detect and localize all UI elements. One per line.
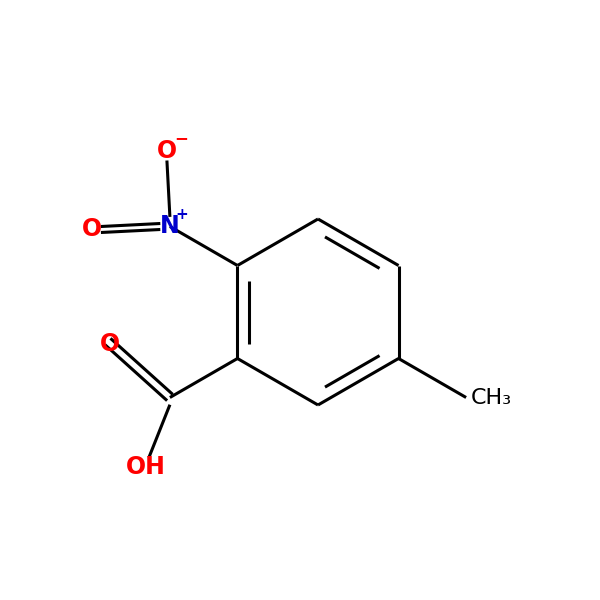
Text: −: −	[174, 129, 188, 147]
Text: N: N	[160, 214, 180, 238]
Text: O: O	[100, 331, 120, 355]
Text: CH₃: CH₃	[471, 388, 512, 407]
Text: +: +	[176, 207, 188, 222]
Text: O: O	[82, 217, 102, 241]
Text: O: O	[157, 139, 177, 163]
Text: OH: OH	[126, 455, 166, 479]
